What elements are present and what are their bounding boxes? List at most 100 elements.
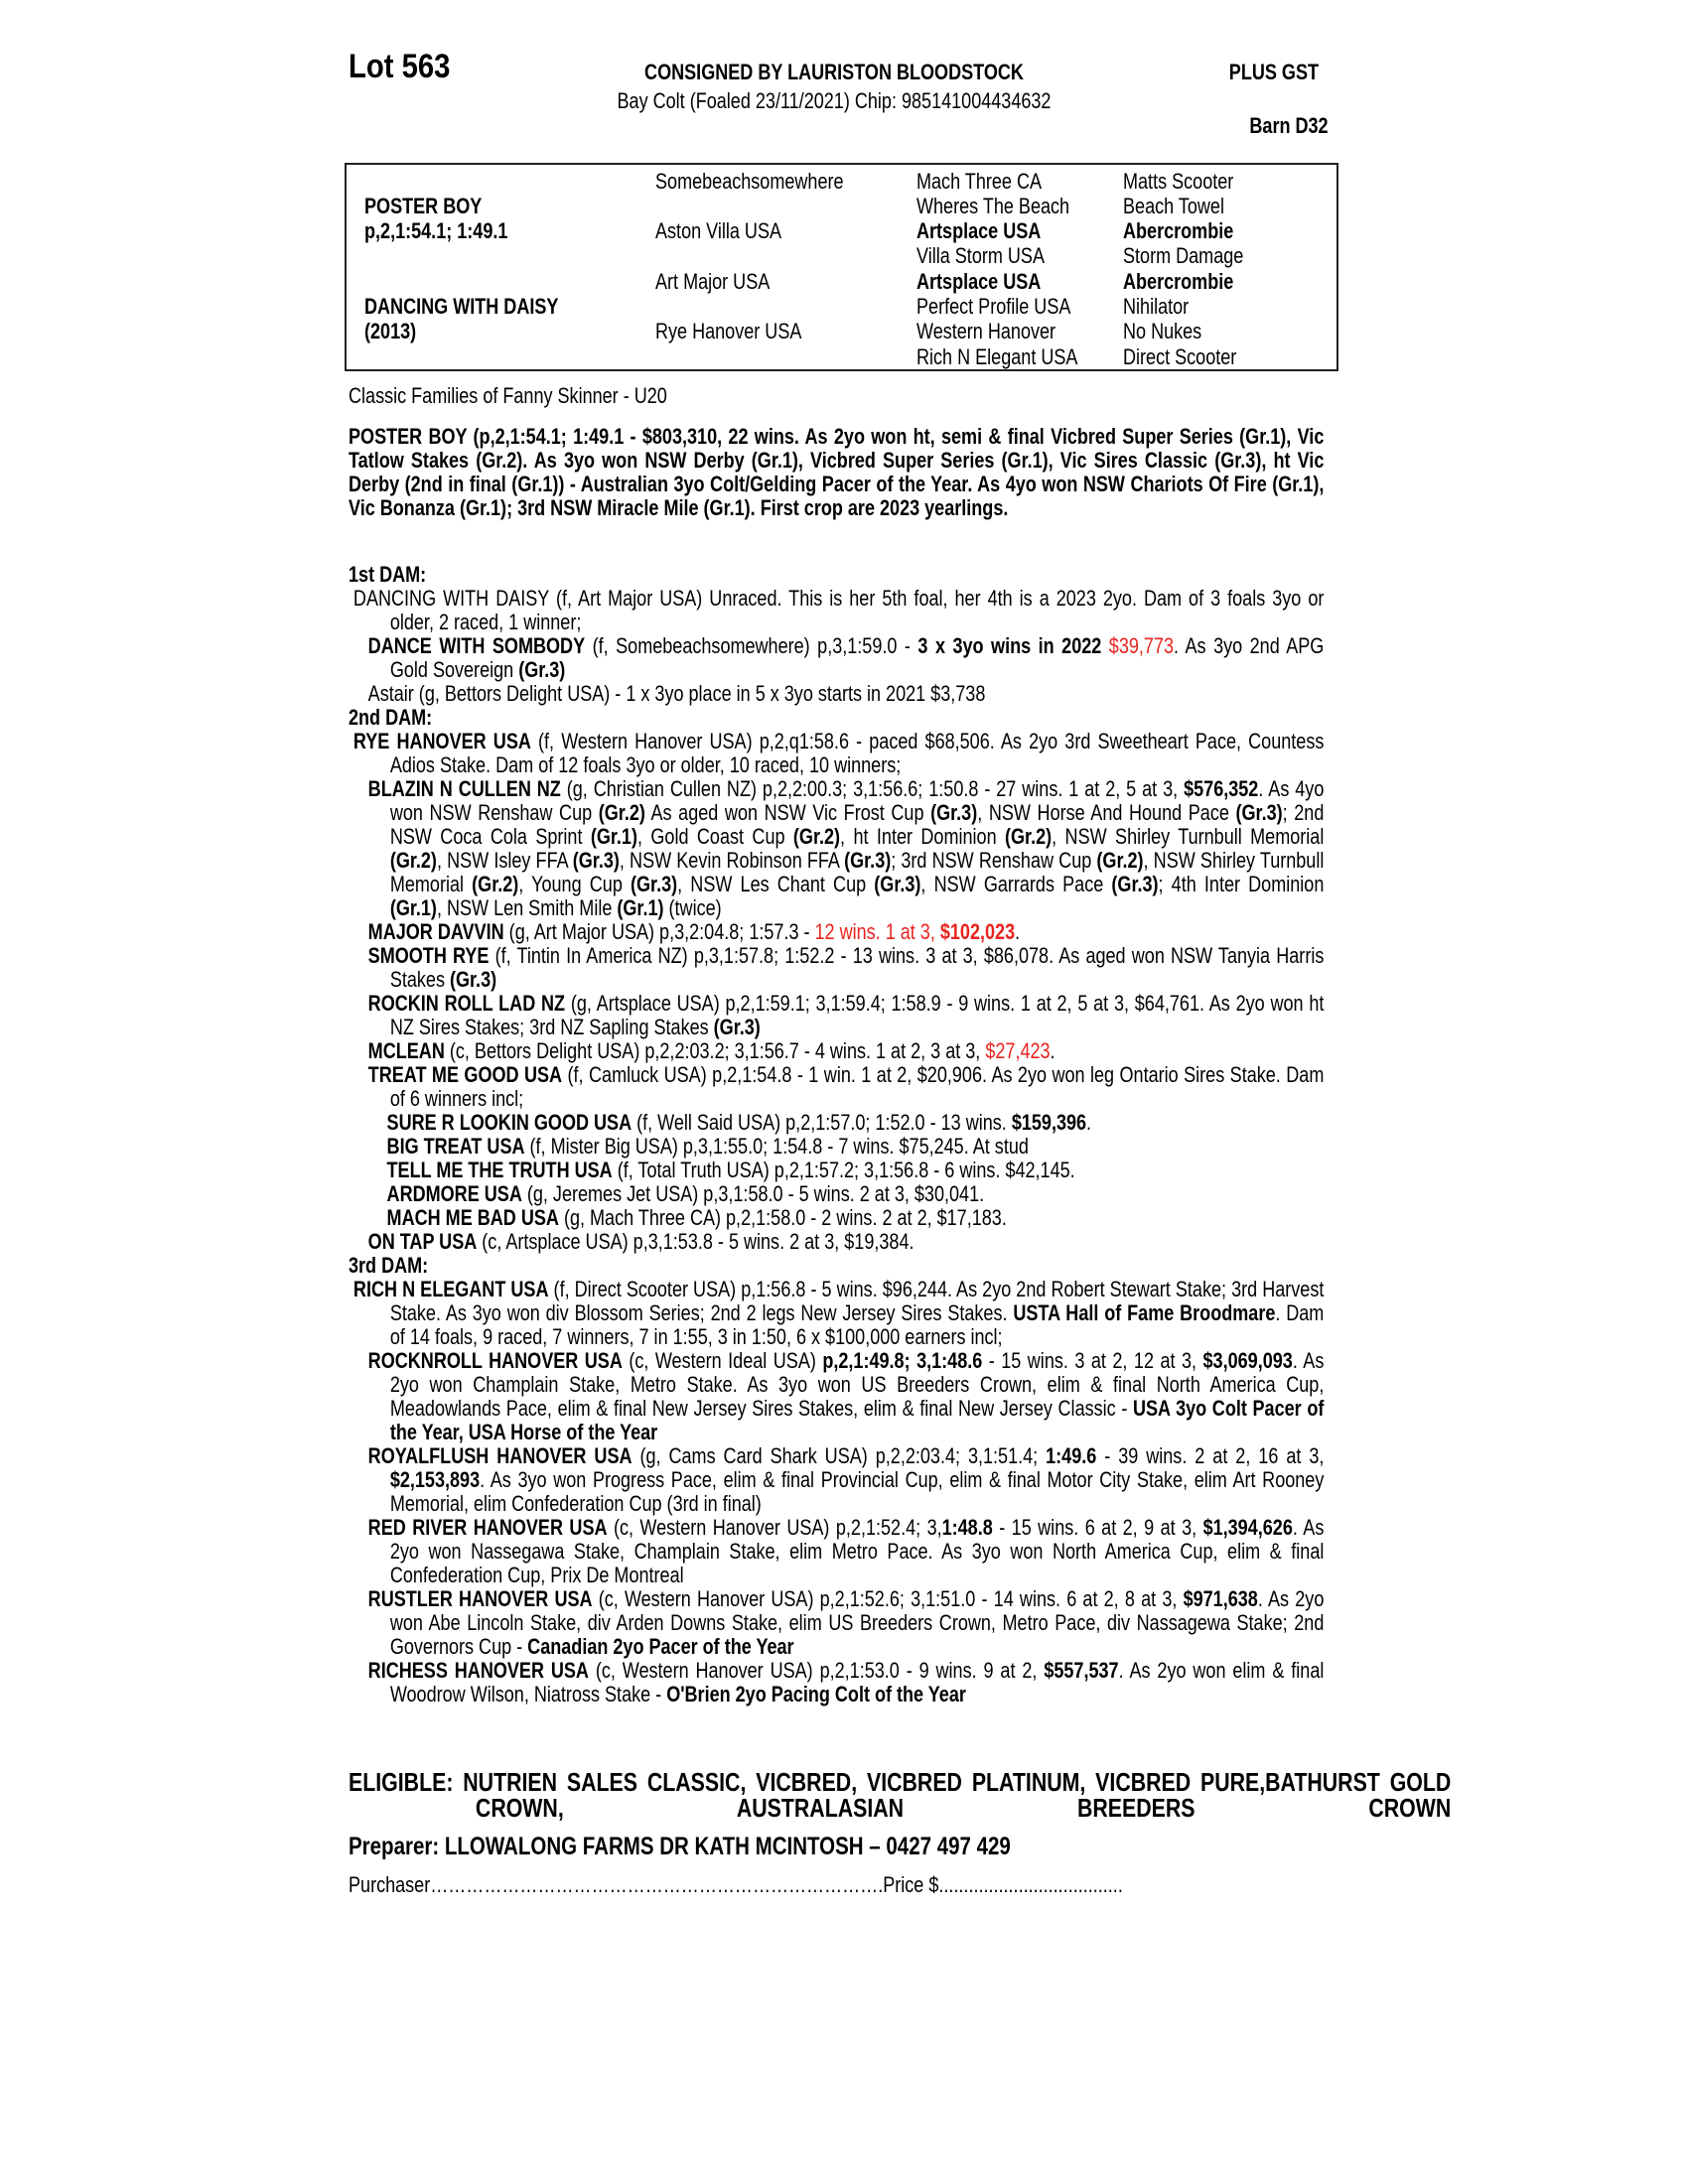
progeny-entry: MAJOR DAVVIN (g, Art Major USA) p,3,2:04…: [349, 920, 1324, 944]
text-segment: , Young Cup: [518, 872, 632, 896]
text-segment: , Gold Coast Cup: [636, 824, 793, 849]
text-segment: [1101, 633, 1108, 658]
pedigree-gen3: Rich N Elegant USA: [916, 344, 1078, 369]
text-segment: DANCE WITH SOMBODY: [367, 633, 586, 658]
pedigree-gen4: Storm Damage: [1123, 243, 1244, 268]
text-segment: .: [1086, 1110, 1092, 1135]
pedigree-gen3: Villa Storm USA: [916, 243, 1045, 268]
text-segment: TREAT ME GOOD USA: [367, 1062, 563, 1087]
text-segment: ; 3rd NSW Renshaw Cup: [891, 848, 1097, 873]
text-segment: (f, Somebeachsomewhere) p,3,1:59.0 -: [585, 633, 918, 658]
text-segment: (Gr.2): [389, 848, 437, 873]
text-segment: , NSW Shirley Turnbull Memorial: [1052, 824, 1325, 849]
pedigree-gen2: Rye Hanover USA: [655, 319, 802, 343]
text-segment: (c, Western Hanover USA) p,2,1:52.4; 3,: [607, 1515, 942, 1540]
pedigree-sire: POSTER BOY: [364, 194, 483, 218]
text-segment: Astair (g, Bettors Delight USA) - 1 x 3y…: [367, 681, 986, 706]
text-segment: (Gr.3): [518, 657, 566, 682]
text-segment: RED RIVER HANOVER USA: [367, 1515, 608, 1540]
gst-note: PLUS GST: [1228, 60, 1319, 84]
text-segment: 3 x 3yo wins in 2022: [917, 633, 1102, 658]
text-segment: (Gr.3): [572, 848, 620, 873]
dam-entry: RYE HANOVER USA (f, Western Hanover USA)…: [349, 730, 1324, 777]
text-segment: (g, Art Major USA) p,3,2:04.8; 1:57.3 -: [503, 919, 815, 944]
text-segment: . Dam of 14 foals, 9 raced, 7 winners, 7…: [389, 1300, 1325, 1349]
dam-sections: 1st DAM: DANCING WITH DAISY (f, Art Major…: [349, 563, 1324, 1706]
pedigree-gen3: Artsplace USA: [916, 269, 1042, 294]
pedigree-gen4: No Nukes: [1123, 319, 1202, 343]
text-segment: (Gr.3): [449, 967, 497, 992]
progeny-entry: MCLEAN (c, Bettors Delight USA) p,2,2:03…: [349, 1039, 1324, 1063]
progeny-entry: Astair (g, Bettors Delight USA) - 1 x 3y…: [349, 682, 1324, 706]
sire-summary: POSTER BOY (p,2,1:54.1; 1:49.1 - $803,31…: [349, 424, 1325, 520]
text-segment: . As 2yo won Champlain Stake, Metro Stak…: [389, 1348, 1325, 1421]
text-segment: (f, Camluck USA) p,2,1:54.8 - 1 win. 1 a…: [389, 1062, 1325, 1111]
progeny-entry: TREAT ME GOOD USA (f, Camluck USA) p,2,1…: [349, 1062, 1325, 1111]
text-segment: (c, Western Hanover USA) p,2,1:53.0 - 9 …: [588, 1658, 1045, 1683]
text-segment: (Gr.2): [472, 872, 519, 896]
text-segment: (Gr.3): [930, 800, 978, 825]
pedigree-gen4: Matts Scooter: [1123, 169, 1234, 194]
text-segment: (c, Bettors Delight USA) p,2,2:03.2; 3,1…: [444, 1038, 986, 1063]
text-segment: $102,023: [939, 919, 1016, 944]
dam-heading: 2nd DAM:: [349, 705, 433, 730]
text-segment: ROCKNROLL HANOVER USA: [367, 1348, 623, 1373]
progeny-entry: ROYALFLUSH HANOVER USA (g, Cams Card Sha…: [349, 1443, 1325, 1516]
text-segment: RYE HANOVER USA: [352, 729, 531, 753]
text-segment: .: [1050, 1038, 1055, 1063]
family-line: Classic Families of Fanny Skinner - U20: [349, 383, 667, 408]
pedigree-dam-year: (2013): [364, 319, 417, 343]
text-segment: - 15 wins. 6 at 2, 9 at 3,: [992, 1515, 1203, 1540]
text-segment: (Gr.3): [713, 1015, 761, 1039]
text-segment: , NSW Len Smith Mile: [436, 895, 618, 920]
text-segment: (Gr.3): [844, 848, 892, 873]
pedigree-gen4: Abercrombie: [1123, 269, 1234, 294]
grand-progeny-entry: TELL ME THE TRUTH USA (f, Total Truth US…: [349, 1159, 1324, 1182]
pedigree-gen2: Somebeachsomewhere: [655, 169, 844, 194]
grand-progeny-entry: SURE R LOOKIN GOOD USA (f, Well Said USA…: [349, 1111, 1324, 1135]
progeny-entry: ON TAP USA (c, Artsplace USA) p,3,1:53.8…: [349, 1230, 1324, 1254]
text-segment: ; 2nd NSW Coca Cola Sprint: [389, 800, 1325, 849]
text-segment: ROYALFLUSH HANOVER USA: [367, 1443, 633, 1468]
text-segment: p,2,1:49.8; 3,1:48.6: [822, 1348, 983, 1373]
text-segment: BLAZIN N CULLEN NZ: [367, 776, 561, 801]
text-segment: O'Brien 2yo Pacing Colt of the Year: [666, 1682, 966, 1706]
progeny-entry: RED RIVER HANOVER USA (c, Western Hanove…: [349, 1515, 1325, 1587]
dam-heading: 1st DAM:: [349, 562, 427, 587]
text-segment: (g, Cams Card Shark USA) p,2,2:03.4; 3,1…: [632, 1443, 1047, 1468]
pedigree-gen3: Artsplace USA: [916, 218, 1042, 243]
text-segment: (c, Artsplace USA) p,3,1:53.8 - 5 wins. …: [477, 1229, 914, 1254]
text-segment: (c, Western Hanover USA) p,2,1:52.6; 3,1…: [592, 1586, 1184, 1611]
pedigree-gen3: Mach Three CA: [916, 169, 1042, 194]
text-segment: . As 2yo won Abe Lincoln Stake, div Arde…: [389, 1586, 1325, 1659]
dam-heading: 3rd DAM:: [349, 1253, 429, 1278]
pedigree-gen3: Perfect Profile USA: [916, 294, 1071, 319]
text-segment: , NSW Shirley Turnbull Memorial: [389, 848, 1325, 896]
preparer: Preparer: LLOWALONG FARMS DR KATH MCINTO…: [349, 1833, 1011, 1860]
text-segment: $557,537: [1044, 1658, 1119, 1683]
text-segment: , NSW Les Chant Cup: [677, 872, 875, 896]
progeny-entry: RICHESS HANOVER USA (c, Western Hanover …: [349, 1658, 1325, 1706]
text-segment: USA 3yo Colt Pacer of the Year, USA Hors…: [389, 1396, 1325, 1444]
pedigree-gen4: Direct Scooter: [1123, 344, 1237, 369]
text-segment: SURE R LOOKIN GOOD USA: [386, 1110, 633, 1135]
text-segment: MAJOR DAVVIN: [367, 919, 504, 944]
pedigree-gen3: Western Hanover: [916, 319, 1056, 343]
text-segment: . As 4yo won NSW Renshaw Cup: [389, 776, 1325, 825]
text-segment: (f, Western Hanover USA) p,2,q1:58.6 - p…: [389, 729, 1325, 777]
text-segment: , NSW Garrards Pace: [920, 872, 1112, 896]
barn-location: Barn D32: [1249, 113, 1329, 138]
text-segment: (Gr.2): [1096, 848, 1144, 873]
pedigree-gen4: Nihilator: [1123, 294, 1190, 319]
purchaser-price-line: Purchaser………………………………………………………………….Price…: [349, 1872, 1123, 1897]
pedigree-dam: DANCING WITH DAISY: [364, 294, 559, 319]
pedigree-gen4: Abercrombie: [1123, 218, 1234, 243]
pedigree-gen3: Wheres The Beach: [916, 194, 1070, 218]
text-segment: (Gr.1): [389, 895, 437, 920]
text-segment: ROCKIN ROLL LAD NZ: [367, 991, 566, 1016]
text-segment: USTA Hall of Fame Broodmare: [1013, 1300, 1276, 1325]
dam-entry: DANCING WITH DAISY (f, Art Major USA) Un…: [349, 587, 1324, 634]
text-segment: , NSW Kevin Robinson FFA: [619, 848, 845, 873]
text-segment: - 39 wins. 2 at 2, 16 at 3,: [1096, 1443, 1325, 1468]
grand-progeny-entry: ARDMORE USA (g, Jeremes Jet USA) p,3,1:5…: [349, 1182, 1324, 1206]
